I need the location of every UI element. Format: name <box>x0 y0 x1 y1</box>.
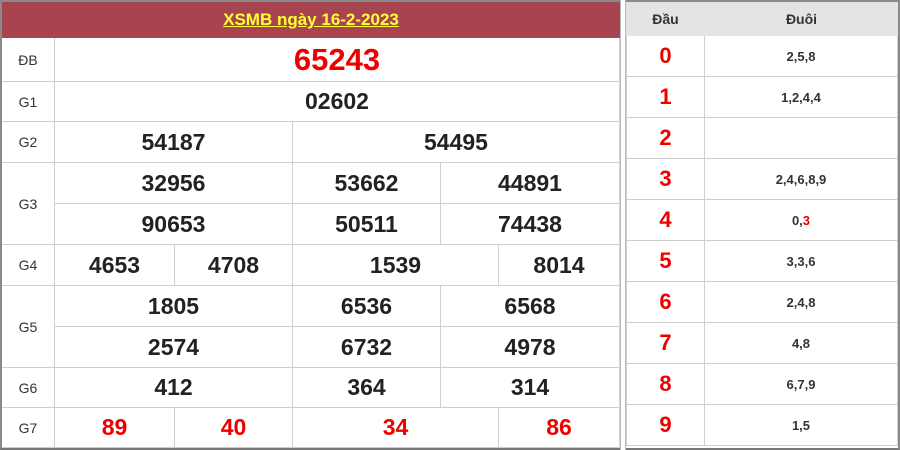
prize-g5-number: 2574 <box>55 327 293 368</box>
loto-tail-values: 2,4,8 <box>786 294 816 310</box>
loto-head: 0 <box>626 36 705 77</box>
results-title-link[interactable]: XSMB ngày 16-2-2023 <box>223 10 399 29</box>
loto-tail-values: 0, <box>791 212 803 228</box>
loto-head: 9 <box>626 405 705 446</box>
prize-g3-number: 50511 <box>293 204 441 245</box>
prize-g2-number: 54187 <box>55 122 293 163</box>
loto-tail-values: 2,5,8 <box>786 48 816 64</box>
prize-g4-number: 1539 <box>293 245 499 286</box>
loto-tail: 2,4,6,8,9 <box>705 159 898 200</box>
prize-label-g2: G2 <box>2 122 55 163</box>
prize-g7-number: 34 <box>293 408 499 448</box>
prize-g7-number: 40 <box>175 408 293 448</box>
prize-g3-number: 90653 <box>55 204 293 245</box>
prize-g2-number: 54495 <box>293 122 620 163</box>
prize-db-number: 65243 <box>55 38 620 82</box>
prize-label-g7: G7 <box>2 408 55 448</box>
loto-tail: 3,3,6 <box>705 241 898 282</box>
loto-tail: 1,5 <box>705 405 898 446</box>
loto-head: 2 <box>626 118 705 159</box>
table-divider <box>620 0 626 450</box>
loto-tail <box>705 118 898 159</box>
prize-g6-number: 314 <box>441 368 620 408</box>
prize-label-g5: G5 <box>2 286 55 368</box>
loto-header-head: Đầu <box>626 2 705 36</box>
loto-header-tail: Đuôi <box>705 2 898 36</box>
prize-g3-number: 44891 <box>441 163 620 204</box>
loto-tail-highlight: 3 <box>802 212 811 228</box>
prize-g3-number: 32956 <box>55 163 293 204</box>
loto-tail: 6,7,9 <box>705 364 898 405</box>
loto-tail: 0, 3 <box>705 200 898 241</box>
prize-g7-number: 89 <box>55 408 175 448</box>
prize-g5-number: 1805 <box>55 286 293 327</box>
prize-g4-number: 4653 <box>55 245 175 286</box>
loto-head: 4 <box>626 200 705 241</box>
loto-head: 7 <box>626 323 705 364</box>
loto-head: 1 <box>626 77 705 118</box>
results-header: XSMB ngày 16-2-2023 <box>2 2 620 38</box>
prize-g3-number: 53662 <box>293 163 441 204</box>
prize-g4-number: 8014 <box>499 245 620 286</box>
loto-tail: 2,5,8 <box>705 36 898 77</box>
loto-tail: 4,8 <box>705 323 898 364</box>
loto-tail: 2,4,8 <box>705 282 898 323</box>
loto-head: 8 <box>626 364 705 405</box>
prize-g6-number: 412 <box>55 368 293 408</box>
loto-head: 3 <box>626 159 705 200</box>
loto-tail-values: 3,3,6 <box>786 253 816 269</box>
prize-g5-number: 6536 <box>293 286 441 327</box>
prize-g7-number: 86 <box>499 408 620 448</box>
loto-tail-values: 4,8 <box>791 335 811 351</box>
prize-g5-number: 6568 <box>441 286 620 327</box>
prize-label-g3: G3 <box>2 163 55 245</box>
prize-label-db: ĐB <box>2 38 55 82</box>
prize-g5-number: 6732 <box>293 327 441 368</box>
prize-g1-number: 02602 <box>55 82 620 122</box>
prize-g6-number: 364 <box>293 368 441 408</box>
loto-head: 5 <box>626 241 705 282</box>
prize-label-g1: G1 <box>2 82 55 122</box>
loto-tail-values: 1,5 <box>791 417 811 433</box>
loto-head: 6 <box>626 282 705 323</box>
prize-label-g4: G4 <box>2 245 55 286</box>
loto-tail-values: 1,2,4,4 <box>781 89 821 105</box>
prize-g3-number: 74438 <box>441 204 620 245</box>
prize-label-g6: G6 <box>2 368 55 408</box>
loto-tail-values: 6,7,9 <box>786 376 816 392</box>
prize-g4-number: 4708 <box>175 245 293 286</box>
prize-g5-number: 4978 <box>441 327 620 368</box>
loto-tail-values: 2,4,6,8,9 <box>775 171 827 187</box>
loto-tail: 1,2,4,4 <box>705 77 898 118</box>
